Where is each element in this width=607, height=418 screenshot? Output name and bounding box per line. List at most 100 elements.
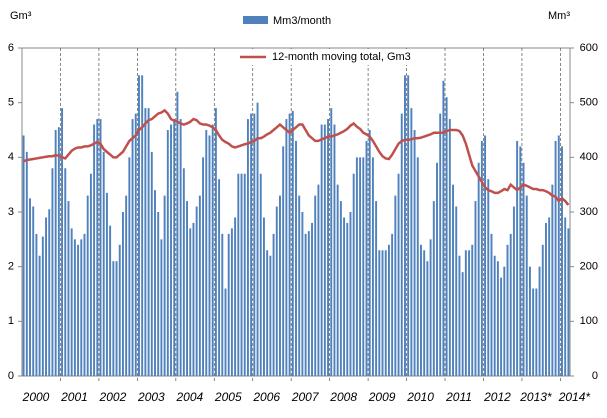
legend-swatch [243,16,268,24]
bar [192,222,195,376]
bar [375,201,378,376]
bar [503,266,506,376]
bar [327,119,330,377]
bar [224,288,227,376]
bar [439,113,442,376]
y-tick-label: 1 [8,315,14,327]
bar [41,236,44,376]
bar [186,201,189,376]
x-tick-label: 2004 [175,390,203,404]
bar [500,277,503,376]
bar [221,233,224,376]
bar [506,244,509,376]
y2-tick-label: 300 [580,206,598,218]
bar [461,272,464,376]
x-tick-label: 2000 [22,390,50,404]
bar [317,184,320,376]
bar [170,124,172,377]
x-tick-label: 2013* [519,390,552,404]
bar [22,135,25,376]
bar [403,75,406,376]
bar [519,146,522,376]
bar [205,130,208,376]
bar [61,108,64,376]
bar [384,250,387,376]
bar [198,195,201,376]
x-tick-label: 2011 [445,390,472,404]
bar [349,212,352,376]
bar [51,168,54,376]
bar [35,233,38,376]
bar [195,206,198,376]
bar [432,201,435,376]
bar [548,217,551,376]
x-tick-label: 2012 [483,390,511,404]
bar [525,195,528,376]
bar [29,198,31,376]
bar [102,151,105,376]
bar [346,222,349,376]
x-tick-label: 2014* [558,390,591,404]
bar [484,135,487,376]
bar [323,124,326,377]
bar [115,261,118,376]
bar [487,179,490,376]
bar [141,75,144,376]
bar [96,119,99,377]
bar [125,195,128,376]
bar [138,75,140,376]
bar [243,173,246,376]
bar [147,108,150,376]
bar [365,140,368,376]
bar [262,217,265,376]
bar [64,168,67,376]
bar [70,228,73,376]
bar [230,228,233,376]
bar [394,195,397,376]
bar [436,162,438,376]
bar [275,206,278,376]
bar [282,146,285,376]
bar [176,91,179,376]
bar [336,184,339,376]
bar [154,190,156,376]
bar [237,173,240,376]
bar [295,140,297,376]
legend-label: Mm3/month [273,15,331,27]
bar [291,110,294,376]
bar [25,151,28,376]
bar [522,162,525,376]
bar [285,119,288,377]
bar [480,140,483,376]
bar [131,119,134,377]
bar [429,239,432,376]
bar [266,250,269,376]
bar [343,217,346,376]
bar [410,108,413,376]
x-tick-label: 2001 [60,390,88,404]
bar [330,108,333,376]
y2-tick-label: 100 [580,315,598,327]
bar [179,119,182,377]
bar [301,212,304,376]
bar [311,222,313,376]
x-tick-label: 2002 [99,390,127,404]
x-tick-label: 2010 [406,390,434,404]
bar [105,192,108,376]
bar [99,119,102,377]
bar [391,233,394,376]
x-tick-label: 2008 [329,390,357,404]
bar [509,233,512,376]
bar [211,124,214,377]
bar [163,195,166,376]
bar [307,231,310,376]
bar [182,168,185,376]
bar [471,244,474,376]
line [23,108,570,206]
bar [532,288,535,376]
bar [528,266,531,376]
bar [134,113,137,376]
x-tick-label: 2003 [137,390,165,404]
bar [80,239,83,376]
bar [157,212,160,376]
